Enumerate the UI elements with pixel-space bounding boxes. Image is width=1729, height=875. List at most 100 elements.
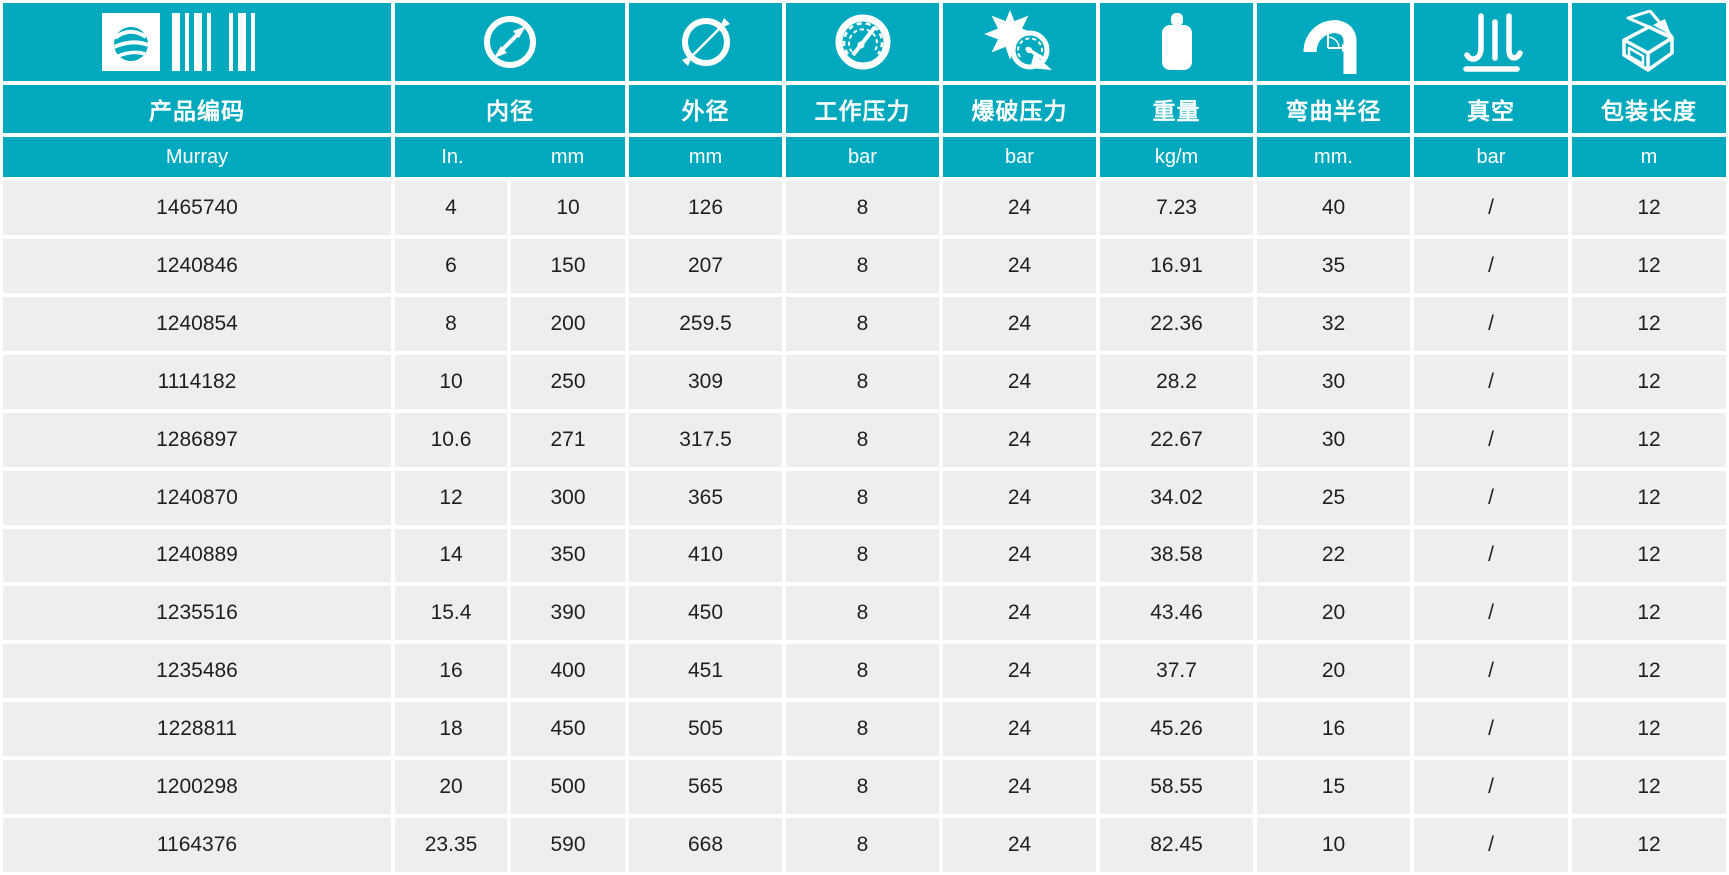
cell-inner_diameter_mm: 500 bbox=[511, 760, 625, 815]
cell-inner_diameter_in: 23.35 bbox=[395, 818, 507, 872]
icon-cell-burst-pressure bbox=[943, 3, 1096, 81]
cell-outer_diameter_mm: 317.5 bbox=[629, 412, 782, 467]
col-header-working-pressure: 工作压力 bbox=[786, 85, 939, 133]
cell-inner_diameter_mm: 200 bbox=[511, 296, 625, 351]
cell-product_code: 1240854 bbox=[3, 296, 391, 351]
cell-bend_radius_mm: 35 bbox=[1257, 238, 1410, 293]
cell-product_code: 1228811 bbox=[3, 702, 391, 757]
col-header-burst-pressure: 爆破压力 bbox=[943, 85, 1096, 133]
cell-weight_kgm: 82.45 bbox=[1100, 818, 1253, 872]
cell-vacuum_bar: / bbox=[1414, 470, 1568, 525]
col-header-product-code: 产品编码 bbox=[3, 85, 391, 133]
unit-cell-outer-diameter: mm bbox=[629, 137, 782, 177]
cell-inner_diameter_in: 6 bbox=[395, 238, 507, 293]
cell-inner_diameter_in: 10 bbox=[395, 354, 507, 409]
cell-vacuum_bar: / bbox=[1414, 586, 1568, 641]
cell-bend_radius_mm: 20 bbox=[1257, 586, 1410, 641]
cell-outer_diameter_mm: 451 bbox=[629, 644, 782, 699]
cell-inner_diameter_mm: 10 bbox=[511, 181, 625, 235]
cell-weight_kgm: 43.46 bbox=[1100, 586, 1253, 641]
cell-product_code: 1164376 bbox=[3, 818, 391, 872]
cell-inner_diameter_in: 14 bbox=[395, 528, 507, 583]
icon-cell-product-code bbox=[3, 3, 391, 81]
cell-product_code: 1240889 bbox=[3, 528, 391, 583]
cell-outer_diameter_mm: 365 bbox=[629, 470, 782, 525]
cell-bend_radius_mm: 15 bbox=[1257, 760, 1410, 815]
cell-vacuum_bar: / bbox=[1414, 818, 1568, 872]
outer-diameter-icon bbox=[681, 18, 730, 66]
cell-packing_length_m: 12 bbox=[1572, 760, 1726, 815]
cell-burst_pressure_bar: 24 bbox=[943, 470, 1096, 525]
cell-inner_diameter_mm: 390 bbox=[511, 586, 625, 641]
cell-inner_diameter_mm: 590 bbox=[511, 818, 625, 872]
cell-inner_diameter_mm: 150 bbox=[511, 238, 625, 293]
packing-box-icon bbox=[1622, 10, 1674, 72]
cell-product_code: 1286897 bbox=[3, 412, 391, 467]
cell-outer_diameter_mm: 565 bbox=[629, 760, 782, 815]
icon-cell-weight bbox=[1100, 3, 1253, 81]
cell-product_code: 1235516 bbox=[3, 586, 391, 641]
cell-outer_diameter_mm: 450 bbox=[629, 586, 782, 641]
cell-outer_diameter_mm: 505 bbox=[629, 702, 782, 757]
unit-cell-working-pressure: bar bbox=[786, 137, 939, 177]
cell-packing_length_m: 12 bbox=[1572, 586, 1726, 641]
cell-packing_length_m: 12 bbox=[1572, 702, 1726, 757]
cell-outer_diameter_mm: 259.5 bbox=[629, 296, 782, 351]
cell-burst_pressure_bar: 24 bbox=[943, 644, 1096, 699]
cell-burst_pressure_bar: 24 bbox=[943, 181, 1096, 235]
cell-vacuum_bar: / bbox=[1414, 238, 1568, 293]
unit-inner-diameter-mm: mm bbox=[550, 145, 585, 168]
cell-inner_diameter_in: 4 bbox=[395, 181, 507, 235]
cell-bend_radius_mm: 32 bbox=[1257, 296, 1410, 351]
cell-burst_pressure_bar: 24 bbox=[943, 412, 1096, 467]
col-header-inner-diameter: 内径 bbox=[395, 85, 625, 133]
cell-product_code: 1114182 bbox=[3, 354, 391, 409]
cell-bend_radius_mm: 30 bbox=[1257, 412, 1410, 467]
cell-product_code: 1465740 bbox=[3, 181, 391, 235]
icon-cell-vacuum bbox=[1414, 3, 1568, 81]
cell-weight_kgm: 22.67 bbox=[1100, 412, 1253, 467]
cell-inner_diameter_mm: 300 bbox=[511, 470, 625, 525]
inner-diameter-icon bbox=[484, 16, 536, 68]
cell-outer_diameter_mm: 126 bbox=[629, 181, 782, 235]
cell-vacuum_bar: / bbox=[1414, 412, 1568, 467]
icon-cell-working-pressure bbox=[786, 3, 939, 81]
unit-cell-packing-length: m bbox=[1572, 137, 1726, 177]
unit-cell-product-code: Murray bbox=[3, 137, 391, 177]
col-header-weight: 重量 bbox=[1100, 85, 1253, 133]
cell-working_pressure_bar: 8 bbox=[786, 412, 939, 467]
unit-cell-burst-pressure: bar bbox=[943, 137, 1096, 177]
col-header-outer-diameter: 外径 bbox=[629, 85, 782, 133]
cell-working_pressure_bar: 8 bbox=[786, 354, 939, 409]
cell-vacuum_bar: / bbox=[1414, 354, 1568, 409]
cell-burst_pressure_bar: 24 bbox=[943, 238, 1096, 293]
cell-packing_length_m: 12 bbox=[1572, 528, 1726, 583]
cell-outer_diameter_mm: 309 bbox=[629, 354, 782, 409]
icon-cell-bend-radius bbox=[1257, 3, 1410, 81]
pressure-gauge-icon bbox=[835, 14, 890, 70]
cell-vacuum_bar: / bbox=[1414, 760, 1568, 815]
cell-vacuum_bar: / bbox=[1414, 296, 1568, 351]
unit-inner-diameter-in: In. bbox=[441, 145, 464, 168]
cell-packing_length_m: 12 bbox=[1572, 354, 1726, 409]
cell-vacuum_bar: / bbox=[1414, 528, 1568, 583]
vacuum-icon bbox=[1463, 13, 1523, 72]
cell-burst_pressure_bar: 24 bbox=[943, 702, 1096, 757]
cell-bend_radius_mm: 22 bbox=[1257, 528, 1410, 583]
col-header-packing-length: 包装长度 bbox=[1572, 85, 1726, 133]
cell-working_pressure_bar: 8 bbox=[786, 470, 939, 525]
cell-inner_diameter_mm: 400 bbox=[511, 644, 625, 699]
cell-packing_length_m: 12 bbox=[1572, 181, 1726, 235]
cell-inner_diameter_mm: 350 bbox=[511, 528, 625, 583]
cell-product_code: 1240870 bbox=[3, 470, 391, 525]
cell-packing_length_m: 12 bbox=[1572, 644, 1726, 699]
cell-weight_kgm: 16.91 bbox=[1100, 238, 1253, 293]
cell-burst_pressure_bar: 24 bbox=[943, 354, 1096, 409]
cell-inner_diameter_in: 16 bbox=[395, 644, 507, 699]
cell-packing_length_m: 12 bbox=[1572, 238, 1726, 293]
cell-burst_pressure_bar: 24 bbox=[943, 528, 1096, 583]
cell-inner_diameter_in: 20 bbox=[395, 760, 507, 815]
cell-weight_kgm: 34.02 bbox=[1100, 470, 1253, 525]
cell-working_pressure_bar: 8 bbox=[786, 760, 939, 815]
cell-working_pressure_bar: 8 bbox=[786, 586, 939, 641]
